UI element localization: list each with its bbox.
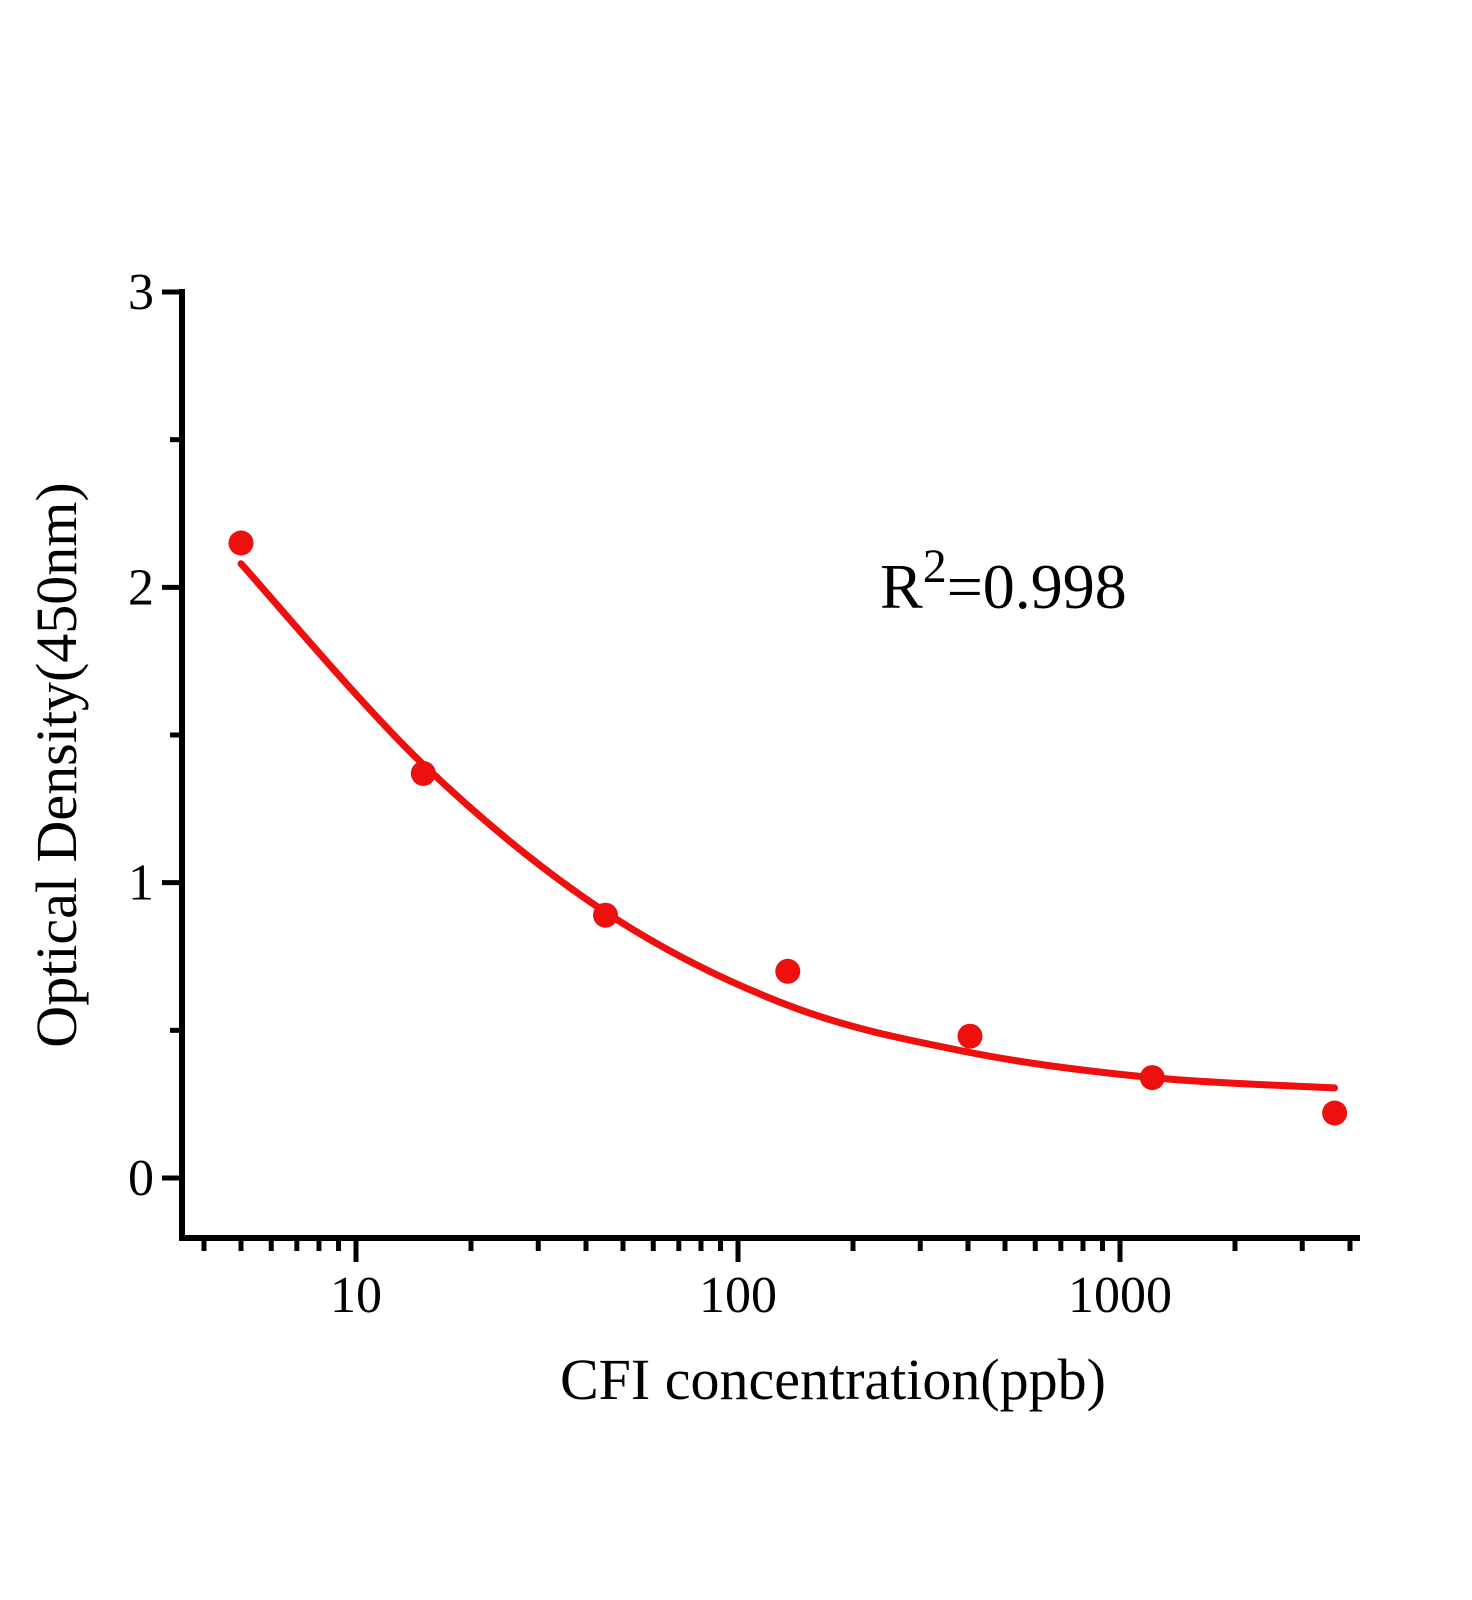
x-tick-label: 1000 bbox=[1068, 1267, 1172, 1324]
y-tick-label: 2 bbox=[128, 559, 154, 616]
fit-curve-path bbox=[237, 560, 1339, 1092]
axes: 0 1 2 3 10 100 1000 bbox=[128, 264, 1360, 1324]
data-point bbox=[957, 1023, 983, 1049]
r-squared-rest: =0.998 bbox=[947, 551, 1127, 622]
data-point bbox=[410, 760, 436, 786]
x-axis-title: CFI concentration(ppb) bbox=[560, 1347, 1106, 1412]
data-point bbox=[593, 902, 618, 928]
x-tick-label: 100 bbox=[699, 1267, 777, 1324]
r-squared-annotation: R2=0.998 bbox=[880, 540, 1127, 622]
y-axis-title: Optical Density(450nm) bbox=[24, 482, 89, 1047]
r-squared-base: R bbox=[880, 551, 923, 622]
y-tick-label: 3 bbox=[128, 264, 154, 321]
y-tick-label: 0 bbox=[128, 1150, 154, 1207]
data-point bbox=[1322, 1100, 1348, 1126]
x-tick-label: 10 bbox=[330, 1267, 382, 1324]
fit-curve bbox=[237, 560, 1339, 1092]
data-points bbox=[228, 530, 1348, 1126]
r-squared-sup: 2 bbox=[923, 540, 947, 593]
y-tick-label: 1 bbox=[128, 855, 154, 912]
data-point bbox=[775, 958, 801, 984]
data-point bbox=[1139, 1065, 1165, 1091]
data-point bbox=[228, 530, 254, 556]
